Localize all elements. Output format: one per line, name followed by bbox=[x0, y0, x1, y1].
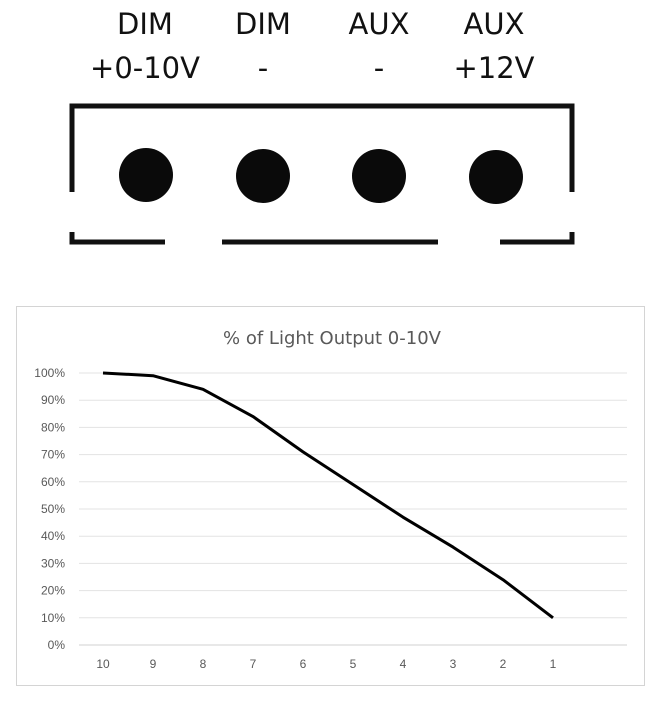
x-tick-label: 9 bbox=[150, 657, 157, 671]
y-tick-label: 80% bbox=[41, 420, 65, 434]
connector-top-outline bbox=[69, 103, 575, 192]
terminal-pin-4 bbox=[469, 150, 523, 204]
y-tick-label: 100% bbox=[34, 366, 65, 380]
terminal-polarity: +12V bbox=[453, 51, 535, 85]
y-tick-label: 20% bbox=[41, 584, 65, 598]
light-output-chart: % of Light Output 0-10V 0%10%20%30%40%50… bbox=[34, 328, 627, 671]
terminal-pin-2 bbox=[236, 149, 290, 203]
connector-diagram bbox=[69, 103, 575, 245]
y-tick-label: 90% bbox=[41, 393, 65, 407]
connector-bottom-left-segment bbox=[69, 232, 165, 245]
x-tick-label: 3 bbox=[450, 657, 457, 671]
chart-title: % of Light Output 0-10V bbox=[223, 328, 442, 349]
terminal-label-aux-positive: AUX +12V bbox=[434, 2, 554, 90]
x-tick-label: 4 bbox=[400, 657, 407, 671]
y-tick-label: 50% bbox=[41, 502, 65, 516]
terminal-polarity: +0-10V bbox=[90, 51, 200, 85]
terminal-pin-3 bbox=[352, 149, 406, 203]
terminal-name: DIM bbox=[117, 7, 173, 41]
terminal-name: DIM bbox=[235, 7, 291, 41]
x-tick-label: 6 bbox=[300, 657, 307, 671]
x-tick-label: 10 bbox=[96, 657, 110, 671]
series-line bbox=[102, 371, 554, 619]
y-tick-label: 10% bbox=[41, 611, 65, 625]
terminal-label-aux-negative: AUX - bbox=[319, 2, 439, 90]
terminal-name: AUX bbox=[463, 7, 525, 41]
x-tick-label: 5 bbox=[350, 657, 357, 671]
terminal-label-dim-positive: DIM +0-10V bbox=[85, 2, 205, 90]
y-tick-label: 60% bbox=[41, 475, 65, 489]
series-layer bbox=[102, 371, 554, 619]
x-tick-label: 1 bbox=[550, 657, 557, 671]
terminal-polarity: - bbox=[373, 51, 385, 85]
x-tick-label: 2 bbox=[500, 657, 507, 671]
x-tick-label: 8 bbox=[200, 657, 207, 671]
chart-frame: % of Light Output 0-10V 0% 10% 20% 30% 40% 50… bbox=[16, 306, 645, 686]
grid-lines bbox=[79, 372, 627, 646]
x-axis-ticks: 10 9 8 7 6 5 4 3 2 1 bbox=[96, 657, 556, 671]
y-axis-ticks: 0% 10% 20% 30% 40% 50% 60% 70% 80% 90% 100% bbox=[34, 366, 65, 652]
connector-bottom-right-segment bbox=[500, 232, 575, 245]
x-tick-label: 7 bbox=[250, 657, 257, 671]
y-tick-label: 40% bbox=[41, 529, 65, 543]
terminal-pin-1 bbox=[119, 148, 173, 202]
terminal-polarity: - bbox=[257, 51, 269, 85]
terminal-label-dim-negative: DIM - bbox=[203, 2, 323, 90]
y-tick-label: 70% bbox=[41, 448, 65, 462]
y-tick-label: 0% bbox=[48, 638, 66, 652]
y-tick-label: 30% bbox=[41, 556, 65, 570]
terminal-name: AUX bbox=[348, 7, 410, 41]
